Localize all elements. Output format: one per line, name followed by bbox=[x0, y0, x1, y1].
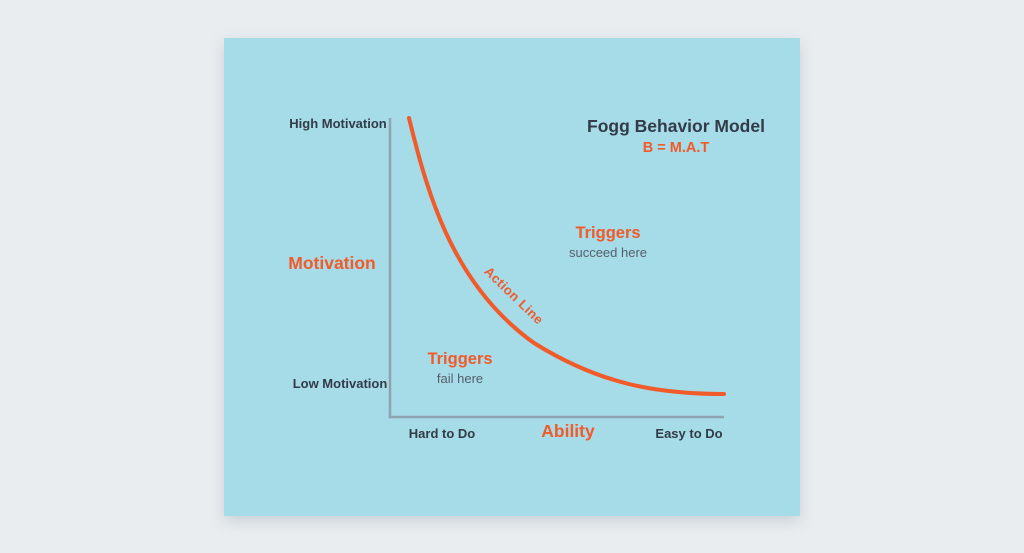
y-axis-tick-low-motivation: Low Motivation bbox=[292, 376, 388, 391]
x-axis-label-ability: Ability bbox=[541, 421, 595, 441]
page-title: Fogg Behavior Model bbox=[587, 116, 765, 136]
action-line-curve bbox=[407, 116, 726, 396]
y-axis-tick-high-motivation: High Motivation bbox=[289, 116, 387, 131]
chart-title-block: Fogg Behavior Model B = M.A.T bbox=[556, 116, 796, 157]
x-axis-tick-hard-to-do: Hard to Do bbox=[408, 426, 476, 441]
annotation-triggers-fail: Triggers fail here bbox=[390, 350, 530, 386]
formula-label: B = M.A.T bbox=[642, 140, 710, 156]
annotation-triggers-succeed-subtitle: succeed here bbox=[568, 245, 648, 260]
y-axis-label-motivation: Motivation bbox=[288, 253, 376, 273]
annotation-triggers-succeed-title: Triggers bbox=[575, 224, 641, 242]
fogg-model-card: Fogg Behavior Model B = M.A.T High Motiv… bbox=[224, 38, 800, 516]
annotation-triggers-fail-title: Triggers bbox=[427, 350, 493, 368]
annotation-triggers-fail-subtitle: fail here bbox=[436, 371, 484, 386]
annotation-triggers-succeed: Triggers succeed here bbox=[538, 224, 678, 260]
diagram-canvas bbox=[388, 116, 726, 419]
x-axis-tick-easy-to-do: Easy to Do bbox=[655, 426, 723, 441]
